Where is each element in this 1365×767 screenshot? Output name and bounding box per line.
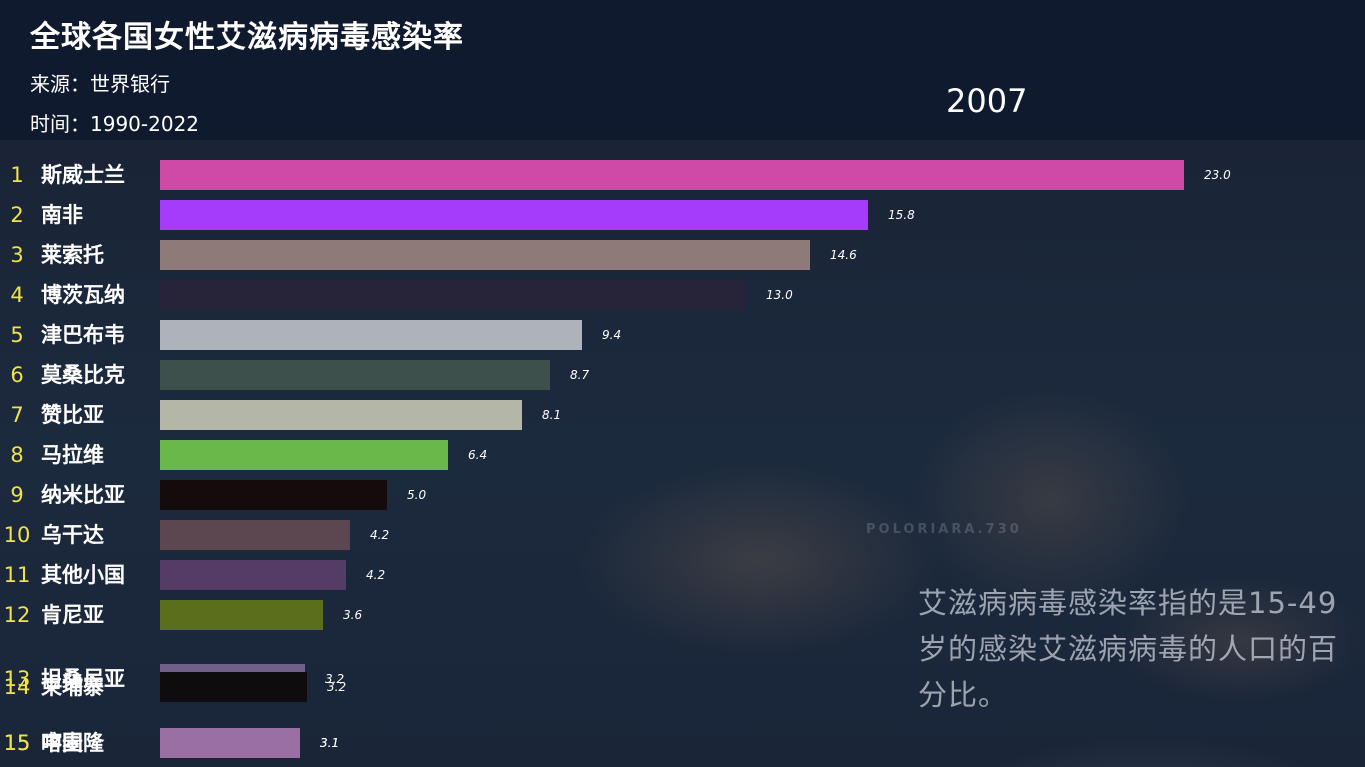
value-label: 3.1	[320, 736, 340, 750]
rank-number: 14	[3, 675, 31, 699]
country-label: 莱索托	[41, 243, 104, 267]
rank-number: 3	[10, 243, 24, 267]
value-label: 3.2	[325, 672, 345, 686]
rank-number: 12	[3, 603, 31, 627]
country-label: 马拉维	[41, 443, 104, 467]
country-label: 赞比亚	[41, 403, 104, 427]
country-label: 其他小国	[41, 563, 125, 587]
value-label: 6.4	[468, 448, 488, 462]
value-label: 3.1	[320, 736, 340, 750]
bar-row: 1 斯威士兰 23.0	[0, 160, 1365, 190]
bar-row: 8 马拉维 6.4	[0, 440, 1365, 470]
rank-number: 6	[10, 363, 24, 387]
bar	[160, 200, 868, 230]
bar	[160, 360, 550, 390]
current-year: 2007	[946, 82, 1028, 120]
bar-row: 2 南非 15.8	[0, 200, 1365, 230]
rank-number: 9	[10, 483, 24, 507]
rank-number: 15	[3, 731, 31, 755]
bar	[160, 440, 448, 470]
value-label: 9.4	[602, 328, 622, 342]
bar	[160, 520, 350, 550]
bar-row: 15 喀麦隆 3.1	[0, 728, 1365, 758]
value-label: 13.0	[766, 288, 793, 302]
rank-number: 1	[10, 163, 24, 187]
value-label: 15.8	[888, 208, 915, 222]
bar	[160, 280, 746, 310]
value-label: 4.2	[370, 528, 390, 542]
bar	[160, 728, 300, 758]
country-label: 乌干达	[41, 523, 104, 547]
rank-number: 4	[10, 283, 24, 307]
bar	[160, 560, 346, 590]
bar	[160, 160, 1184, 190]
value-label: 4.2	[366, 568, 386, 582]
country-label: 博茨瓦纳	[41, 283, 125, 307]
bar-row: 14 柬埔寨 3.2	[0, 672, 1365, 702]
rank-number: 5	[10, 323, 24, 347]
value-label: 14.6	[830, 248, 857, 262]
bar-row: 9 纳米比亚 5.0	[0, 480, 1365, 510]
country-label: 中国	[41, 731, 83, 755]
background-watermark: POLORIARA.730	[866, 522, 1022, 537]
bar-row: 4 博茨瓦纳 13.0	[0, 280, 1365, 310]
rank-number: 13	[3, 667, 31, 691]
value-label: 3.6	[343, 608, 363, 622]
country-label: 南非	[41, 203, 83, 227]
bar-row: 6 莫桑比克 8.7	[0, 360, 1365, 390]
country-label: 津巴布韦	[41, 323, 125, 347]
bar	[160, 400, 522, 430]
value-label: 8.1	[542, 408, 562, 422]
country-label: 肯尼亚	[41, 603, 104, 627]
bar	[160, 480, 387, 510]
bar-row: 5 津巴布韦 9.4	[0, 320, 1365, 350]
country-label: 喀麦隆	[41, 731, 104, 755]
value-label: 23.0	[1204, 168, 1231, 182]
rank-number: 7	[10, 403, 24, 427]
country-label: 纳米比亚	[41, 483, 125, 507]
bar	[160, 240, 810, 270]
bar-row: 3 莱索托 14.6	[0, 240, 1365, 270]
bar	[160, 672, 307, 702]
definition-note: 艾滋病病毒感染率指的是15-49岁的感染艾滋病病毒的人口的百分比。	[918, 586, 1339, 712]
bar	[160, 600, 323, 630]
bar-row: 10 乌干达 4.2	[0, 520, 1365, 550]
country-label: 斯威士兰	[41, 163, 125, 187]
country-label: 莫桑比克	[41, 363, 125, 387]
country-label: 柬埔寨	[41, 675, 104, 699]
bar	[160, 320, 582, 350]
value-label: 5.0	[407, 488, 427, 502]
country-label: 坦桑尼亚	[41, 667, 125, 691]
bar-row: 7 赞比亚 8.1	[0, 400, 1365, 430]
header-band	[0, 0, 1365, 140]
bar-row: 12 肯尼亚 3.6	[0, 600, 1365, 630]
value-label: 8.7	[570, 368, 590, 382]
rank-number: 2	[10, 203, 24, 227]
data-source: 来源：世界银行	[30, 72, 170, 96]
rank-number: 10	[3, 523, 31, 547]
bar-row: 11 其他小国 4.2	[0, 560, 1365, 590]
rank-number: 15	[3, 731, 31, 755]
value-label: 3.2	[327, 680, 347, 694]
rank-number: 8	[10, 443, 24, 467]
time-range: 时间：1990-2022	[30, 112, 200, 136]
chart-title: 全球各国女性艾滋病病毒感染率	[30, 20, 464, 55]
rank-number: 11	[3, 563, 31, 587]
